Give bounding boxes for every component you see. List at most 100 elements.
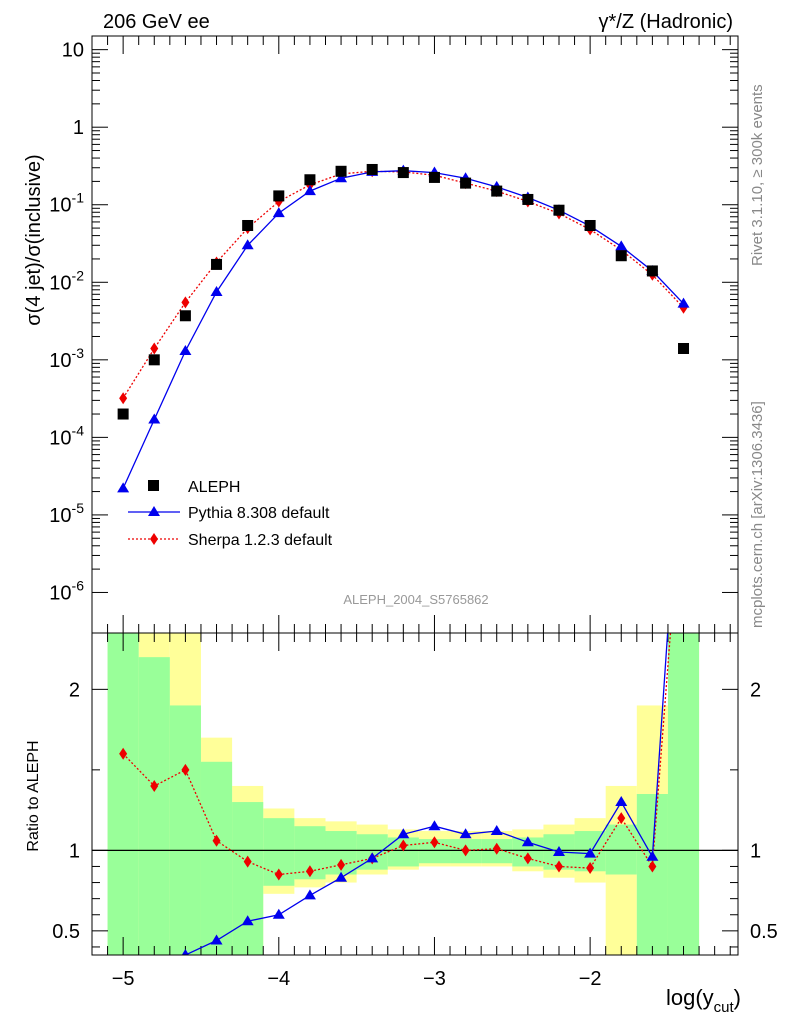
analysis-label: ALEPH_2004_S5765862 [343,592,488,607]
inner-band-bin [200,761,233,955]
aleph-point [428,171,440,183]
ratio-y-tick-label-right: 1 [750,840,761,862]
ratio-y-axis-label: Ratio to ALEPH [25,740,42,851]
aleph-point [179,310,191,322]
energy-label: 206 GeV ee [103,11,210,33]
rivet-label: Rivet 3.1.10, ≥ 300k events [749,84,766,266]
ratio-pythia-point [615,796,628,807]
aleph-point [304,174,316,186]
x-tick-label: −4 [267,968,290,990]
ratio-sherpa-point [586,862,595,875]
ratio-sherpa-point [430,836,439,849]
main-y-tick-label: 10-6 [49,577,84,604]
pythia-point [117,482,130,493]
aleph-point [584,219,596,231]
mcplots-label: mcplots.cern.ch [arXiv:1306.3436] [749,401,766,628]
ratio-pythia-point [366,852,379,863]
ratio-sherpa-point [274,868,283,881]
inner-band-bin [605,824,637,875]
legend-triangle-marker [148,506,160,516]
main-y-tick-label: 10-5 [49,500,84,527]
main-y-tick-label: 10-1 [49,190,84,217]
ratio-pythia-point [272,908,285,919]
ratio-series-layer [119,633,672,955]
ratio-sherpa-point [119,747,128,760]
ratio-axis-ticks: 0.5 0.5 1 1 2 2 −5 −4 −3 −2 [52,633,778,990]
ratio-pythia-point [241,915,254,926]
pythia-point [615,240,628,251]
aleph-point [522,193,534,205]
ratio-pythia-point [646,850,659,861]
ratio-y-tick-label-right: 2 [750,679,761,701]
inner-band-bin [232,802,264,955]
inner-band-bin [169,705,201,955]
aleph-point [615,250,627,262]
aleph-point [273,190,285,202]
pythia-point [335,172,348,183]
pythia-point [241,239,254,250]
ratio-pythia-point [397,828,410,839]
ratio-pythia-point [303,889,316,900]
main-y-tick-label: 10-4 [49,422,84,449]
x-tick-label: −2 [579,968,602,990]
aleph-point [460,177,472,189]
ratio-sherpa-point [181,763,190,776]
legend-square-marker [148,480,159,491]
ratio-sherpa-point [617,812,626,825]
legend-label-sherpa: Sherpa 1.2.3 default [188,532,333,549]
legend-diamond-marker [150,533,158,545]
main-y-tick-label: 1 [73,117,84,139]
sherpa-point [119,392,128,405]
aleph-point [397,167,409,179]
main-plot-panel: 10 1 10-1 10-2 10-3 10-4 10-5 10-6 [49,35,739,634]
sherpa-point [150,342,159,355]
legend-label-pythia: Pythia 8.308 default [188,505,330,522]
ratio-sherpa-point [337,858,346,871]
ratio-uncertainty-bands [107,633,700,955]
main-y-tick-label: 10-2 [49,267,84,294]
aleph-point [335,165,347,177]
main-y-axis-label: σ(4 jet)/σ(inclusive) [23,154,45,325]
ratio-sherpa-point [492,842,501,855]
ratio-pythia-point [490,825,503,836]
main-axis-ticks: 10 1 10-1 10-2 10-3 10-4 10-5 10-6 [49,36,738,633]
ratio-y-tick-label: 2 [69,679,80,701]
ratio-sherpa-point [523,852,532,865]
legend-entry-pythia: Pythia 8.308 default [128,505,330,522]
legend-entry-sherpa: Sherpa 1.2.3 default [128,532,333,549]
pythia-point [179,344,192,355]
ratio-pythia-point [459,828,472,839]
ratio-y-tick-label: 0.5 [52,921,80,943]
ratio-sherpa-point [554,860,563,873]
main-y-tick-label: 10 [62,40,84,62]
aleph-point [242,219,254,231]
legend: ALEPH Pythia 8.308 default Sherpa 1.2.3 … [128,479,333,549]
aleph-point [366,163,378,175]
legend-label-aleph: ALEPH [188,479,240,496]
inner-band-bin [107,633,139,955]
pythia-point [677,297,690,308]
pythia-line [122,170,684,489]
ratio-sherpa-point [461,844,470,857]
main-y-tick-label: 10-3 [49,345,84,372]
ratio-y-tick-label: 1 [69,840,80,862]
pythia-point [303,185,316,196]
ratio-plot-panel: 0.5 0.5 1 1 2 2 −5 −4 −3 −2 [52,632,778,990]
x-tick-label: −5 [112,968,135,990]
ratio-y-tick-label-right: 0.5 [750,921,778,943]
main-series-layer [117,163,690,493]
ratio-sherpa-point [212,834,221,847]
ratio-sherpa-point [243,855,252,868]
pythia-point [272,207,285,218]
ratio-series-clipped [119,633,672,955]
ratio-sherpa-point [399,839,408,852]
aleph-point [553,204,565,216]
sherpa-point [181,296,190,309]
ratio-pythia-point [181,949,189,955]
ratio-pythia-point [552,845,565,856]
pythia-point [210,285,223,296]
ratio-plot-frame [91,632,739,956]
inner-band-bin [667,633,700,955]
ratio-pythia-point [335,871,348,882]
